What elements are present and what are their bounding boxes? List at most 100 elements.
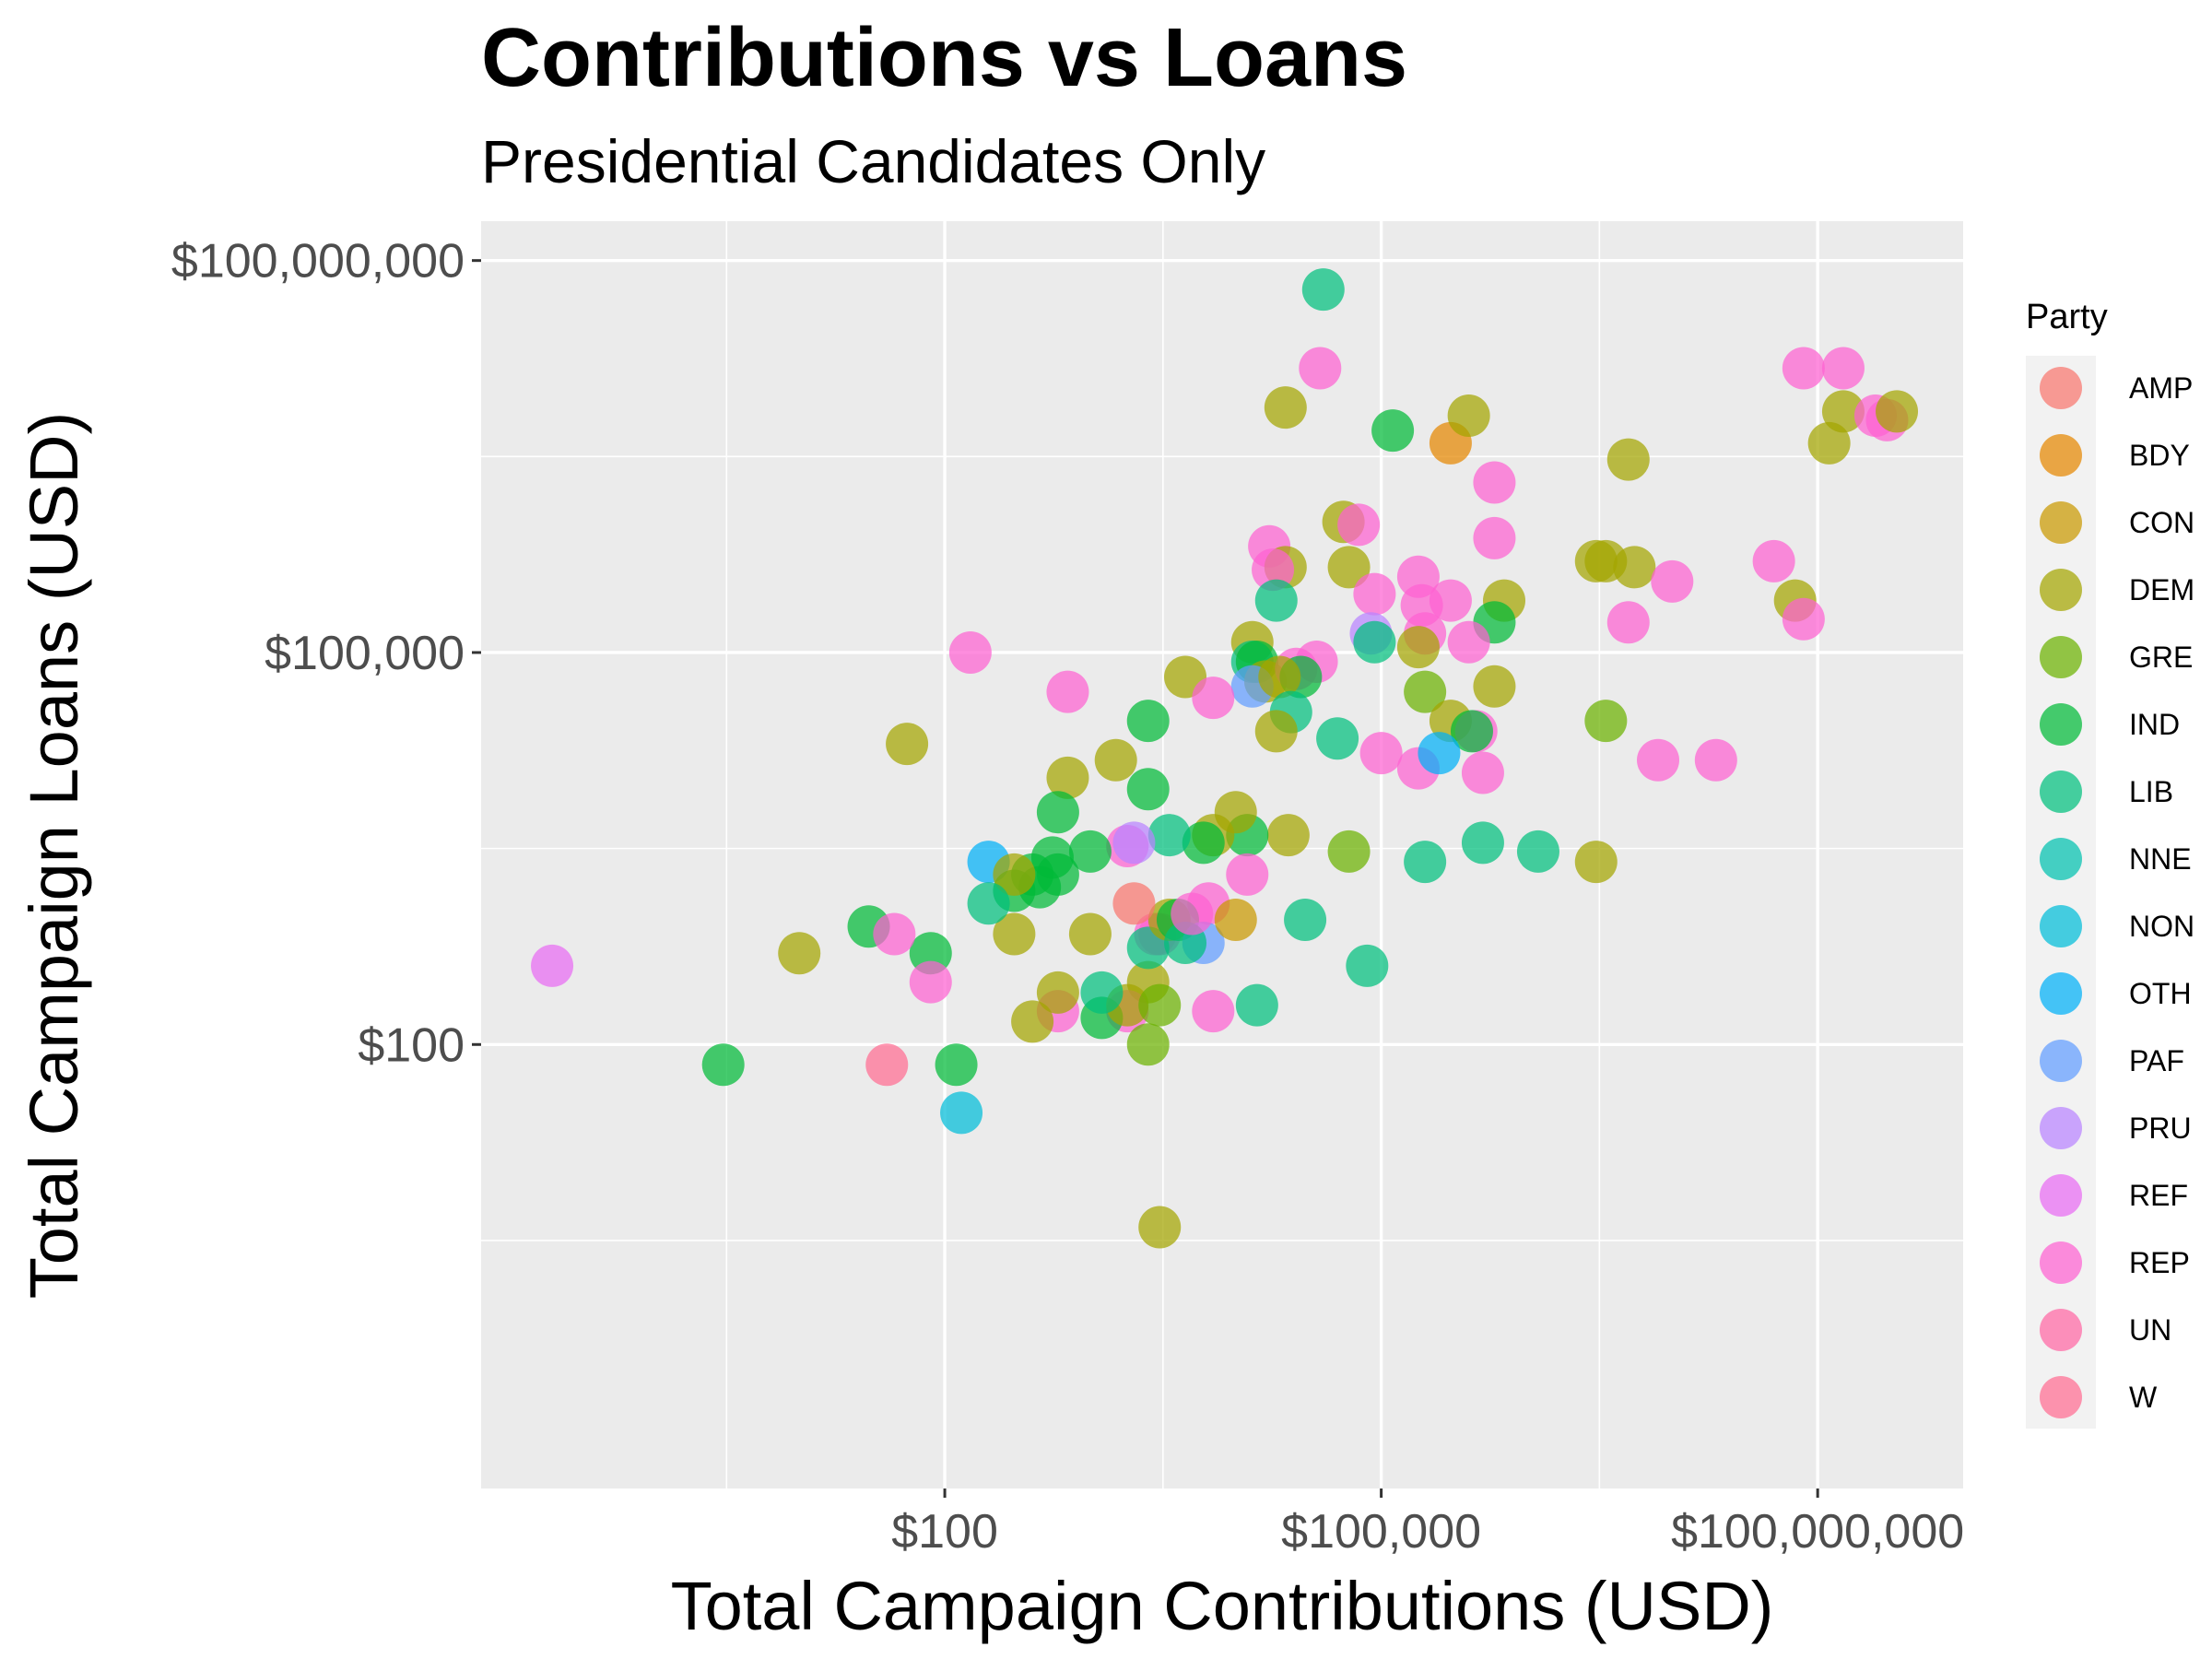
data-point-rep bbox=[873, 912, 916, 956]
data-point-dem bbox=[1447, 394, 1490, 437]
data-point-amp bbox=[1112, 882, 1156, 925]
data-point-lib bbox=[1254, 579, 1298, 622]
x-tick-label: $100,000 bbox=[1281, 1505, 1481, 1559]
data-point-gre bbox=[1327, 830, 1371, 873]
data-point-dem bbox=[1807, 421, 1851, 465]
data-point-ind bbox=[701, 1043, 745, 1087]
legend-key-w bbox=[2040, 1376, 2082, 1418]
chart-subtitle: Presidential Candidates Only bbox=[481, 127, 1265, 195]
y-axis-title: Total Campaign Loans (USD) bbox=[16, 412, 92, 1299]
legend-label-pru: PRU bbox=[2129, 1112, 2192, 1145]
legend-label-con: CON bbox=[2129, 506, 2194, 539]
data-point-dem bbox=[1046, 756, 1089, 799]
data-point-ind bbox=[1126, 768, 1170, 811]
data-point-rep bbox=[1821, 347, 1865, 390]
legend-key-oth bbox=[2040, 972, 2082, 1015]
legend-label-oth: OTH bbox=[2129, 977, 2192, 1010]
legend-key-paf bbox=[2040, 1040, 2082, 1082]
data-point-dem bbox=[1264, 386, 1307, 429]
data-point-rep bbox=[1637, 738, 1680, 782]
y-tick-label: $100 bbox=[358, 1018, 465, 1072]
legend-label-non: NON bbox=[2129, 910, 2194, 943]
legend-key-con bbox=[2040, 501, 2082, 544]
data-point-dem bbox=[1613, 546, 1656, 589]
data-point-lib bbox=[1080, 971, 1124, 1014]
data-point-ind bbox=[1450, 710, 1493, 753]
points-layer bbox=[531, 268, 1919, 1249]
data-point-ind bbox=[1182, 821, 1225, 865]
data-point-dem bbox=[1266, 814, 1310, 857]
data-point-dem bbox=[1821, 390, 1865, 433]
data-point-rep bbox=[1461, 751, 1504, 794]
data-point-rep bbox=[1651, 559, 1694, 603]
data-point-rep bbox=[948, 630, 992, 674]
data-point-lib bbox=[1346, 944, 1389, 987]
data-point-rep bbox=[1396, 555, 1440, 598]
x-tick-label: $100,000,000 bbox=[1671, 1505, 1964, 1559]
data-point-lib bbox=[1235, 983, 1278, 1027]
data-point-dem bbox=[993, 912, 1036, 956]
legend-label-gre: GRE bbox=[2129, 641, 2193, 674]
data-point-rep bbox=[1782, 597, 1825, 641]
legend-label-rep: REP bbox=[2129, 1246, 2190, 1279]
data-point-non bbox=[940, 1091, 983, 1135]
legend-label-dem: DEM bbox=[2129, 573, 2194, 606]
data-point-rep bbox=[1337, 503, 1381, 547]
data-point-rep bbox=[909, 960, 952, 1004]
x-axis-title: Total Campaign Contributions (USD) bbox=[671, 1568, 1774, 1644]
grid-major bbox=[481, 221, 1963, 1488]
data-point-rep bbox=[1782, 347, 1825, 390]
legend: Party AMP BDY CON DEM GRE IND LIB NNE NON OTH PAF P… bbox=[2026, 298, 2194, 1429]
data-point-rep bbox=[1429, 579, 1472, 622]
legend-label-w: W bbox=[2129, 1381, 2158, 1414]
legend-key-pru bbox=[2040, 1107, 2082, 1149]
data-point-dem bbox=[886, 723, 929, 766]
legend-label-amp: AMP bbox=[2129, 371, 2193, 405]
data-point-rep bbox=[1252, 548, 1295, 592]
data-point-lib bbox=[1284, 899, 1327, 942]
legend-key-rep bbox=[2040, 1241, 2082, 1284]
legend-key-un bbox=[2040, 1309, 2082, 1351]
legend-entries: AMP BDY CON DEM GRE IND LIB NNE NON OTH PAF PRU REF R… bbox=[2040, 367, 2194, 1418]
legend-key-gre bbox=[2040, 636, 2082, 678]
data-point-dem bbox=[1094, 738, 1137, 782]
data-point-ind bbox=[1126, 700, 1170, 743]
data-point-ind bbox=[935, 1043, 978, 1087]
data-point-rep bbox=[1192, 677, 1235, 720]
data-point-ind bbox=[1371, 409, 1415, 453]
y-tick-label: $100,000,000 bbox=[171, 235, 465, 288]
data-point-con bbox=[1214, 899, 1257, 942]
data-point-rep bbox=[1299, 347, 1342, 390]
y-tick-label: $100,000 bbox=[265, 627, 465, 680]
data-point-lib bbox=[1516, 830, 1559, 873]
legend-key-ref bbox=[2040, 1174, 2082, 1217]
legend-label-ind: IND bbox=[2129, 708, 2180, 741]
data-point-dem bbox=[1254, 710, 1298, 753]
data-point-rep bbox=[1353, 572, 1396, 616]
data-point-rep bbox=[1606, 601, 1650, 644]
data-point-dem bbox=[1011, 1000, 1054, 1043]
x-axis: $100 $100,000 $100,000,000 bbox=[891, 1488, 1964, 1559]
legend-label-un: UN bbox=[2129, 1313, 2171, 1347]
data-point-pru bbox=[1112, 821, 1156, 865]
data-point-dem bbox=[1258, 655, 1301, 699]
data-point-dem bbox=[1876, 390, 1919, 433]
legend-key-nne bbox=[2040, 838, 2082, 880]
data-point-dem bbox=[1214, 791, 1257, 834]
data-point-rep bbox=[1447, 620, 1490, 664]
legend-key-bdy bbox=[2040, 434, 2082, 477]
legend-label-paf: PAF bbox=[2129, 1044, 2184, 1077]
data-point-dem bbox=[1068, 912, 1112, 956]
data-point-lib bbox=[1404, 841, 1447, 884]
legend-key-lib bbox=[2040, 771, 2082, 813]
data-point-ind bbox=[909, 932, 952, 975]
legend-key-dem bbox=[2040, 569, 2082, 611]
data-point-lib bbox=[1316, 717, 1359, 760]
data-point-ind bbox=[1036, 791, 1079, 834]
data-point-rep bbox=[1171, 892, 1214, 935]
data-point-dem bbox=[1574, 841, 1618, 884]
data-point-rep bbox=[1473, 516, 1516, 559]
data-point-dem bbox=[1396, 626, 1440, 669]
data-point-gre bbox=[1404, 670, 1447, 713]
legend-title: Party bbox=[2026, 298, 2108, 336]
